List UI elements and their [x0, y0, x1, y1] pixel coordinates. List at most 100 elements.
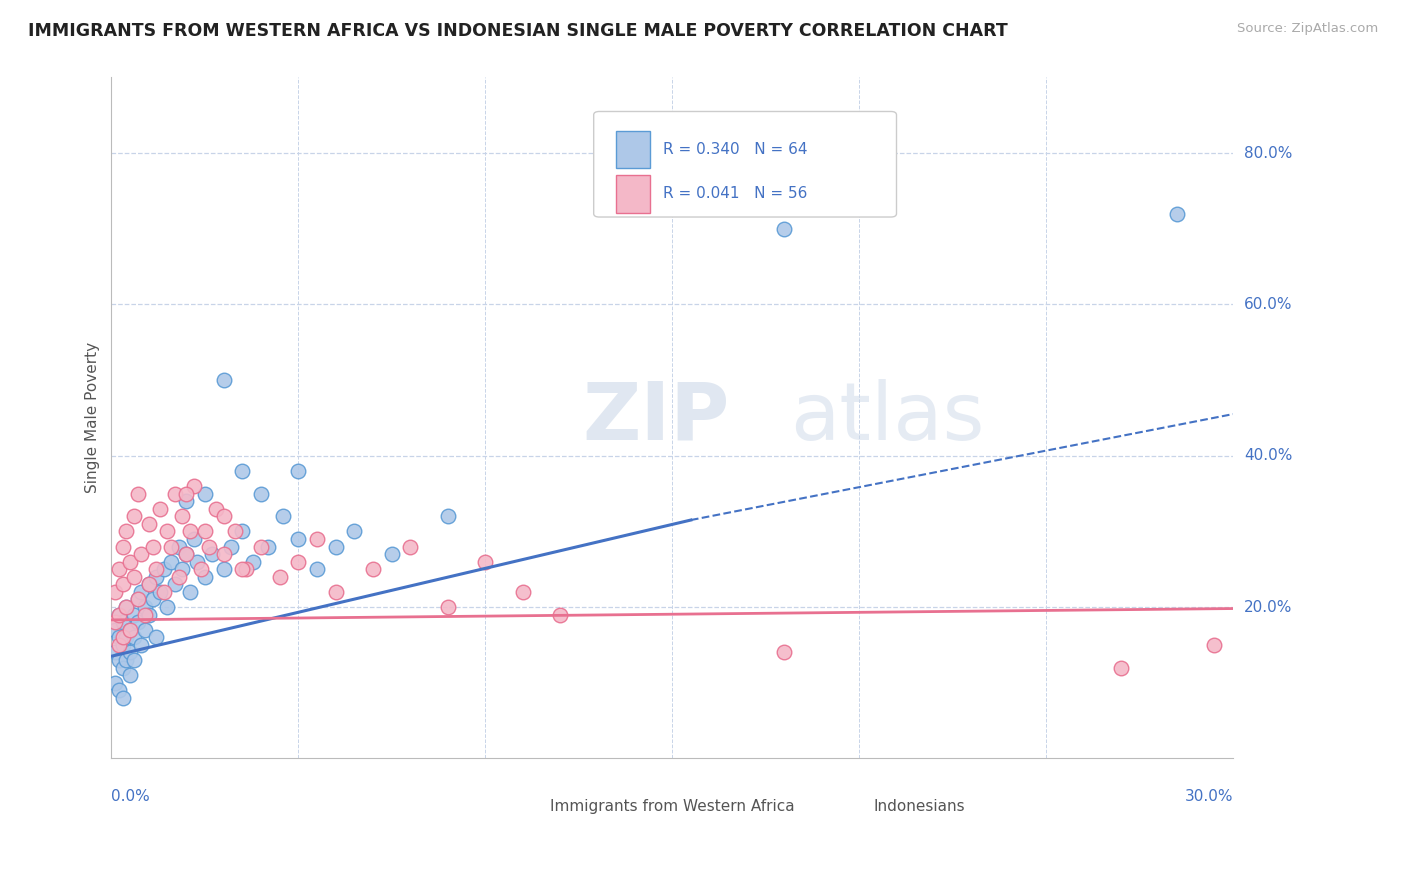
Point [120, 623, 142, 637]
Point [160, 540, 183, 554]
Point [174, 486, 197, 500]
Point [231, 562, 253, 576]
Point [104, 585, 127, 599]
Point [1109, 660, 1132, 674]
Y-axis label: Single Male Poverty: Single Male Poverty [86, 343, 100, 493]
Point [325, 585, 347, 599]
Text: Indonesians: Indonesians [873, 799, 965, 814]
Point [138, 516, 160, 531]
Point [115, 600, 138, 615]
Point [212, 562, 235, 576]
FancyBboxPatch shape [616, 131, 650, 169]
Point [138, 607, 160, 622]
Point [437, 509, 460, 524]
Point [174, 547, 197, 561]
Point [149, 585, 172, 599]
FancyBboxPatch shape [593, 112, 897, 217]
Point [269, 570, 291, 584]
Point [122, 653, 145, 667]
Point [325, 540, 347, 554]
Point [141, 540, 163, 554]
Point [149, 501, 172, 516]
Point [287, 555, 309, 569]
Point [235, 562, 257, 576]
Point [108, 653, 131, 667]
Point [115, 524, 138, 539]
Point [1166, 206, 1188, 220]
Point [197, 540, 219, 554]
Point [167, 570, 190, 584]
Point [163, 486, 186, 500]
Text: 20.0%: 20.0% [1244, 599, 1292, 615]
Point [399, 540, 422, 554]
Point [156, 524, 179, 539]
Point [108, 683, 131, 698]
Point [172, 562, 194, 576]
Point [257, 540, 280, 554]
Point [381, 547, 404, 561]
Text: 30.0%: 30.0% [1184, 789, 1233, 804]
Point [104, 623, 127, 637]
Point [131, 638, 153, 652]
Point [242, 555, 264, 569]
Point [152, 585, 174, 599]
Point [120, 668, 142, 682]
Point [231, 464, 253, 478]
Point [219, 540, 242, 554]
FancyBboxPatch shape [616, 175, 650, 212]
Point [172, 509, 194, 524]
Point [131, 585, 153, 599]
Point [212, 547, 235, 561]
Point [212, 373, 235, 387]
Point [145, 562, 167, 576]
Point [474, 555, 496, 569]
Point [190, 562, 212, 576]
Point [205, 501, 228, 516]
Point [122, 630, 145, 644]
Point [111, 660, 134, 674]
Point [361, 562, 384, 576]
Point [115, 600, 138, 615]
Text: Source: ZipAtlas.com: Source: ZipAtlas.com [1237, 22, 1378, 36]
FancyBboxPatch shape [790, 782, 830, 809]
Point [111, 638, 134, 652]
Point [104, 645, 127, 659]
Point [212, 509, 235, 524]
Point [194, 486, 217, 500]
Text: Immigrants from Western Africa: Immigrants from Western Africa [550, 799, 794, 814]
Point [145, 570, 167, 584]
Point [287, 532, 309, 546]
Point [138, 577, 160, 591]
Point [115, 653, 138, 667]
Point [273, 509, 295, 524]
Point [120, 623, 142, 637]
Point [548, 607, 571, 622]
Text: 40.0%: 40.0% [1244, 448, 1292, 463]
Point [224, 524, 246, 539]
Point [287, 464, 309, 478]
Text: R = 0.340   N = 64: R = 0.340 N = 64 [664, 142, 807, 157]
Point [108, 607, 131, 622]
Point [120, 555, 142, 569]
Point [127, 615, 149, 629]
Point [122, 570, 145, 584]
Point [201, 547, 224, 561]
Point [305, 562, 328, 576]
Point [104, 675, 127, 690]
Point [174, 547, 197, 561]
Point [138, 577, 160, 591]
Point [305, 532, 328, 546]
Point [194, 524, 217, 539]
Text: atlas: atlas [790, 379, 984, 457]
Point [134, 600, 156, 615]
Point [127, 486, 149, 500]
Text: 60.0%: 60.0% [1244, 297, 1292, 312]
Point [183, 532, 205, 546]
Point [773, 221, 796, 235]
Point [111, 615, 134, 629]
Point [250, 486, 273, 500]
Point [183, 479, 205, 493]
Point [152, 562, 174, 576]
Point [194, 570, 217, 584]
Text: 80.0%: 80.0% [1244, 145, 1292, 161]
